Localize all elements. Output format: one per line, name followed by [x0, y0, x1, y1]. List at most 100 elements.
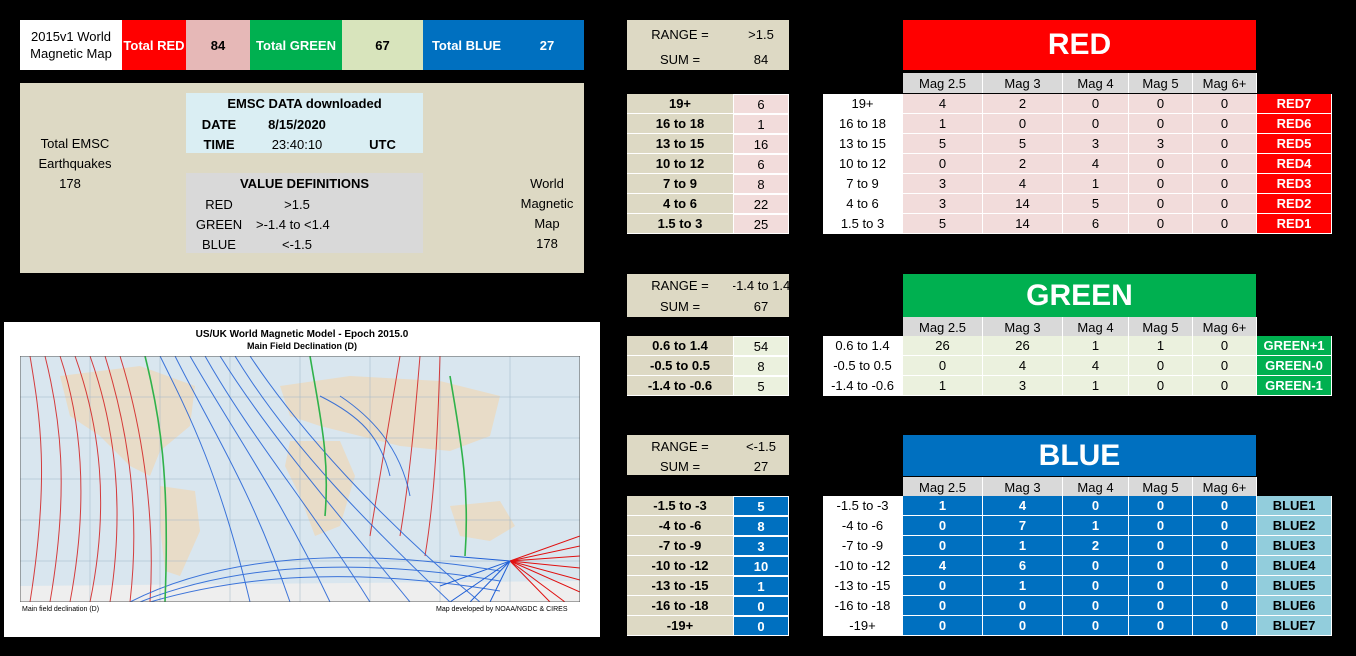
time-zone: UTC: [369, 136, 396, 152]
blue-code-cell: BLUE1: [1257, 496, 1332, 516]
blue-value-cell: 0: [903, 516, 983, 536]
blue-value-cell: 0: [1129, 556, 1193, 576]
green-code-cell: GREEN+1: [1257, 336, 1332, 356]
red-code-cell: RED2: [1257, 194, 1332, 214]
blue-range-cell: -13 to -15: [627, 576, 733, 596]
green-count-cell: 5: [733, 376, 789, 396]
red-code-cell: RED7: [1257, 94, 1332, 114]
red-value-cell: 0: [1129, 214, 1193, 234]
total-green-label: Total GREEN: [250, 20, 342, 70]
blue-row-range: -1.5 to -3: [823, 496, 903, 516]
red-count-cell: 22: [733, 194, 789, 214]
blue-row-range: -19+: [823, 616, 903, 636]
blue-value-cell: 1: [1063, 516, 1129, 536]
blue-value-cell: 7: [983, 516, 1063, 536]
blue-code-cell: BLUE3: [1257, 536, 1332, 556]
blue-value-cell: 0: [1193, 516, 1257, 536]
total-green-value: 67: [342, 20, 423, 70]
green-header-0: Mag 2.5: [903, 317, 983, 337]
green-count-cell: 8: [733, 356, 789, 376]
wmm-line-2: Magnetic: [520, 195, 574, 211]
total-emsc-value: 178: [59, 175, 81, 191]
red-row-range: 1.5 to 3: [823, 214, 903, 234]
blue-value-cell: 0: [1193, 536, 1257, 556]
red-value-cell: 0: [1193, 134, 1257, 154]
blue-value-cell: 0: [1129, 496, 1193, 516]
green-range-value: -1.4 to 1.4: [733, 277, 789, 293]
green-value-cell: 0: [1193, 356, 1257, 376]
red-code-cell: RED5: [1257, 134, 1332, 154]
red-count-cell: 16: [733, 134, 789, 154]
green-def-label: GREEN: [195, 216, 243, 232]
blue-range-cell: -10 to -12: [627, 556, 733, 576]
blue-range-cell: -16 to -18: [627, 596, 733, 616]
green-value-cell: 0: [1193, 376, 1257, 396]
green-value-cell: 26: [983, 336, 1063, 356]
blue-row-range: -13 to -15: [823, 576, 903, 596]
blue-value-cell: 0: [903, 536, 983, 556]
red-row-range: 4 to 6: [823, 194, 903, 214]
red-value-cell: 0: [1193, 94, 1257, 114]
blue-value-cell: 0: [1129, 536, 1193, 556]
green-row-range: -0.5 to 0.5: [823, 356, 903, 376]
red-header-4: Mag 6+: [1193, 73, 1257, 93]
blue-range-cell: -1.5 to -3: [627, 496, 733, 516]
green-row-range: -1.4 to -0.6: [823, 376, 903, 396]
blue-row-range: -16 to -18: [823, 596, 903, 616]
red-value-cell: 0: [1129, 194, 1193, 214]
blue-value-cell: 0: [1129, 576, 1193, 596]
red-row-range: 13 to 15: [823, 134, 903, 154]
red-value-cell: 0: [1193, 214, 1257, 234]
blue-value-cell: 0: [1129, 616, 1193, 636]
red-value-cell: 0: [1129, 174, 1193, 194]
red-row-range: 7 to 9: [823, 174, 903, 194]
blue-code-cell: BLUE2: [1257, 516, 1332, 536]
red-value-cell: 0: [1063, 94, 1129, 114]
red-value-cell: 0: [1193, 154, 1257, 174]
red-value-cell: 0: [1193, 194, 1257, 214]
red-value-cell: 3: [903, 194, 983, 214]
red-value-cell: 5: [1063, 194, 1129, 214]
blue-band-title: BLUE: [903, 435, 1256, 476]
green-header-4: Mag 6+: [1193, 317, 1257, 337]
blue-value-cell: 0: [1193, 616, 1257, 636]
red-value-cell: 2: [983, 154, 1063, 174]
blue-value-cell: 0: [1063, 596, 1129, 616]
red-value-cell: 0: [1129, 114, 1193, 134]
wmm-value: 178: [536, 235, 558, 251]
green-row-range: 0.6 to 1.4: [823, 336, 903, 356]
red-value-cell: 6: [1063, 214, 1129, 234]
blue-value-cell: 0: [983, 616, 1063, 636]
blue-value-cell: 0: [1129, 596, 1193, 616]
wmm-line-1: World: [530, 175, 564, 191]
red-code-cell: RED4: [1257, 154, 1332, 174]
green-value-cell: 1: [903, 376, 983, 396]
total-emsc-line-2: Earthquakes: [38, 155, 112, 171]
red-count-cell: 8: [733, 174, 789, 194]
red-count-cell: 6: [733, 154, 789, 174]
blue-value-cell: 0: [1063, 496, 1129, 516]
green-header-2: Mag 4: [1063, 317, 1129, 337]
green-header-3: Mag 5: [1129, 317, 1193, 337]
green-value-cell: 0: [1193, 336, 1257, 356]
red-value-cell: 5: [903, 134, 983, 154]
red-value-cell: 0: [1129, 94, 1193, 114]
green-count-cell: 54: [733, 336, 789, 356]
total-red-label: Total RED: [122, 20, 186, 70]
green-range-label: RANGE =: [651, 277, 709, 293]
title-line-2: Magnetic Map: [30, 46, 112, 61]
blue-code-cell: BLUE4: [1257, 556, 1332, 576]
blue-value-cell: 6: [983, 556, 1063, 576]
total-red-value: 84: [186, 20, 250, 70]
blue-header-1: Mag 3: [983, 477, 1063, 497]
blue-count-cell: 0: [733, 616, 789, 636]
red-range-label: RANGE =: [651, 26, 709, 42]
blue-value-cell: 1: [983, 576, 1063, 596]
red-range-cell: 7 to 9: [627, 174, 733, 194]
blue-range-cell: -4 to -6: [627, 516, 733, 536]
red-code-cell: RED1: [1257, 214, 1332, 234]
time-value: 23:40:10: [271, 136, 323, 152]
red-header-1: Mag 3: [983, 73, 1063, 93]
blue-range-value: <-1.5: [746, 438, 776, 454]
wmm-line-3: Map: [534, 215, 560, 231]
